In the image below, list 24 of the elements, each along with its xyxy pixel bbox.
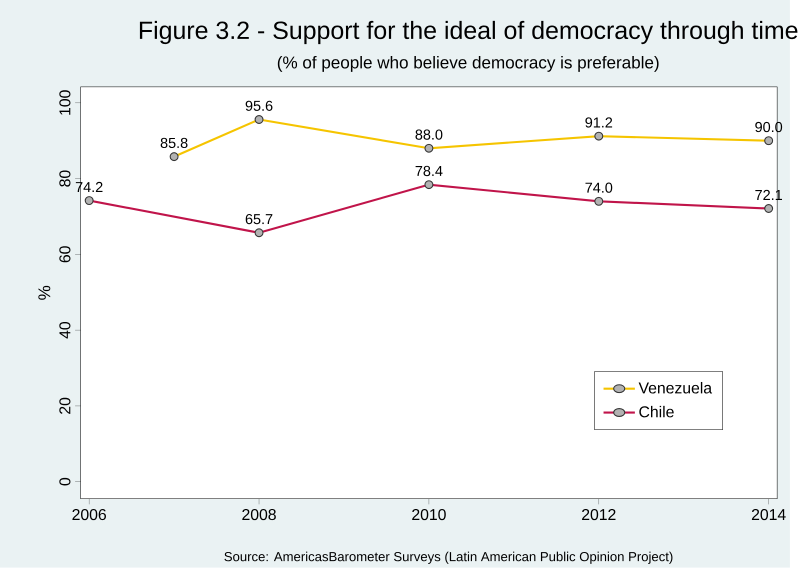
source-note: Source: AmericasBarometer Surveys (Latin American Public Opinion Project) [224, 552, 672, 564]
data-label: 74.0 [585, 182, 612, 193]
y-tick-label: 20 [59, 398, 70, 414]
data-label: 65.7 [246, 214, 272, 224]
data-label: 85.8 [160, 138, 188, 148]
y-tick-label: 60 [59, 246, 70, 262]
x-tick-label: 2014 [752, 508, 786, 520]
y-tick-label: 40 [59, 322, 70, 338]
chart-title: Figure 3.2 - Support for the ideal of democracy through time [140, 20, 798, 44]
x-tick-label: 2010 [412, 508, 446, 520]
y-tick-label: 80 [59, 170, 70, 187]
data-label: 95.6 [246, 100, 272, 111]
data-label: 78.4 [416, 166, 443, 176]
y-tick-label: 0 [59, 478, 70, 486]
y-tick-label: 100 [59, 90, 70, 115]
chart-subtitle: (% of people who believe democracy is preferable) [278, 56, 659, 72]
x-tick-label: 2012 [582, 508, 616, 520]
data-label: 88.0 [415, 129, 442, 140]
data-label: 91.2 [585, 117, 612, 128]
legend-label: Chile [639, 406, 674, 418]
x-tick-label: 2006 [72, 508, 106, 520]
y-axis-title: % [38, 286, 50, 300]
legend-label: Venezuela [638, 382, 712, 394]
x-tick-label: 2008 [242, 508, 276, 520]
